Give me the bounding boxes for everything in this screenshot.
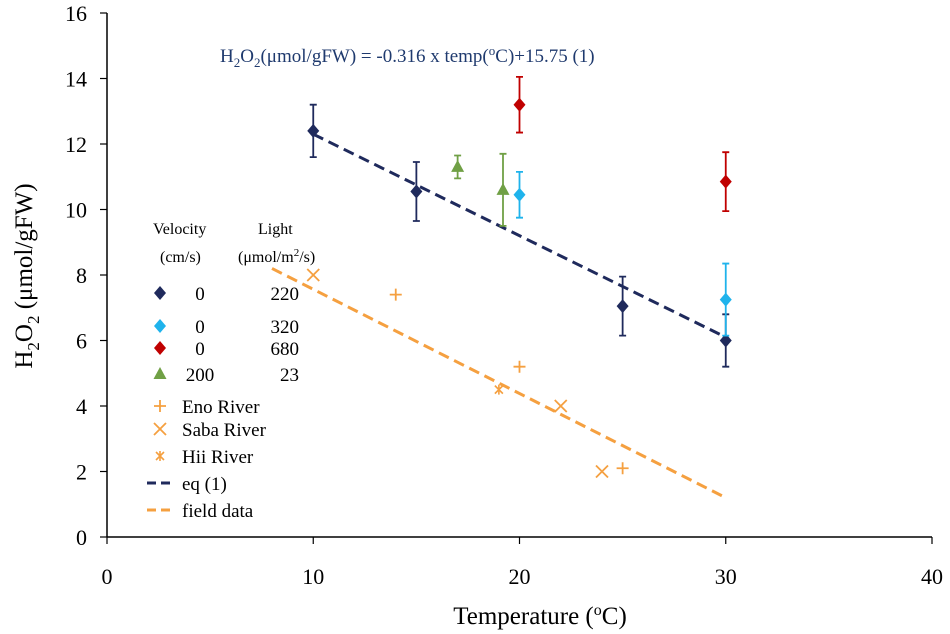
y-tick-label: 12 (65, 132, 87, 157)
legend-item: 0 680 (154, 339, 299, 360)
y-tick-label: 2 (76, 460, 87, 485)
data-point (307, 123, 320, 138)
legend-velocity-unit: (cm/s) (160, 249, 201, 266)
data-point (306, 268, 320, 282)
legend-label: Hii River (182, 447, 254, 468)
x-tick-label: 40 (921, 564, 943, 589)
trend-line-eq-1- (312, 132, 727, 339)
legend-light-value: 23 (280, 365, 299, 386)
legend-velocity-title: Velocity (153, 221, 206, 238)
data-point (496, 182, 510, 195)
data-point (595, 464, 609, 479)
legend-item: 200 23 (153, 365, 299, 386)
data-point (513, 97, 526, 112)
series-5 (306, 268, 609, 479)
data-point (451, 159, 465, 172)
data-point (389, 288, 402, 301)
legend-item: field data (147, 501, 254, 522)
x-tick-label: 10 (302, 564, 324, 589)
data-point (513, 360, 526, 373)
legend-velocity-value: 0 (195, 284, 205, 305)
legend-label: eq (1) (182, 474, 227, 495)
y-tick-label: 8 (76, 263, 87, 288)
series-1 (513, 170, 732, 337)
y-axis-title: H2O2 (μmol/gFW) (11, 183, 43, 368)
legend-light-value: 680 (271, 339, 300, 360)
legend-marker (154, 400, 166, 412)
legend-marker (154, 341, 166, 355)
legend-light-value: 220 (271, 284, 300, 305)
legend-item: 0 320 (154, 317, 299, 338)
legend-marker (155, 451, 165, 461)
y-tick-label: 14 (65, 67, 87, 92)
legend-marker (153, 422, 167, 436)
y-tick-label: 4 (76, 394, 87, 419)
legend-item: 0 220 (154, 284, 299, 305)
legend-marker (154, 286, 166, 300)
legend-item: Saba River (153, 420, 267, 441)
ticks: 0 10 20 30 40 0 2 4 6 8 10 12 14 16 (65, 1, 943, 589)
data-point (513, 187, 526, 202)
y-tick-label: 6 (76, 329, 87, 354)
series-6 (494, 384, 504, 395)
legend-header: Velocity (cm/s) Light (μmol/m2/s) (153, 221, 315, 266)
regression-equation: H2O2(μmol/gFW) = -0.316 x temp(oC)+15.75… (220, 43, 595, 70)
legend-item: Hii River (155, 447, 254, 468)
y-tick-label: 0 (76, 525, 87, 550)
legend-item: Eno River (154, 397, 260, 418)
y-tick-label: 16 (65, 1, 87, 26)
data-point (410, 184, 423, 199)
data-point (719, 333, 732, 348)
legend-label: field data (182, 501, 254, 522)
legend-velocity-value: 0 (195, 317, 205, 338)
data-marks (306, 75, 732, 479)
fit-lines (271, 132, 727, 500)
legend-marker (154, 319, 166, 333)
x-axis-title: Temperature (oC) (453, 602, 627, 630)
series-4 (389, 288, 629, 475)
legend-velocity-value: 0 (195, 339, 205, 360)
data-point (616, 462, 629, 475)
legend-velocity-value: 200 (186, 365, 215, 386)
legend-light-title: Light (258, 221, 293, 238)
data-point (494, 384, 504, 395)
y-tick-label: 10 (65, 198, 87, 223)
legend-light-unit: (μmol/m2/s) (238, 247, 315, 266)
series-3 (451, 152, 510, 227)
legend-label: Saba River (182, 420, 267, 441)
data-point (616, 299, 629, 314)
legend-marker (153, 367, 167, 379)
legend-label: Eno River (182, 397, 260, 418)
legend-light-value: 320 (271, 317, 300, 338)
data-point (719, 174, 732, 189)
x-tick-label: 20 (509, 564, 531, 589)
x-tick-label: 30 (715, 564, 737, 589)
data-point (554, 399, 568, 413)
legend-item: eq (1) (147, 474, 227, 495)
data-point (719, 292, 732, 307)
x-tick-label: 0 (102, 564, 113, 589)
series-2 (513, 75, 732, 213)
